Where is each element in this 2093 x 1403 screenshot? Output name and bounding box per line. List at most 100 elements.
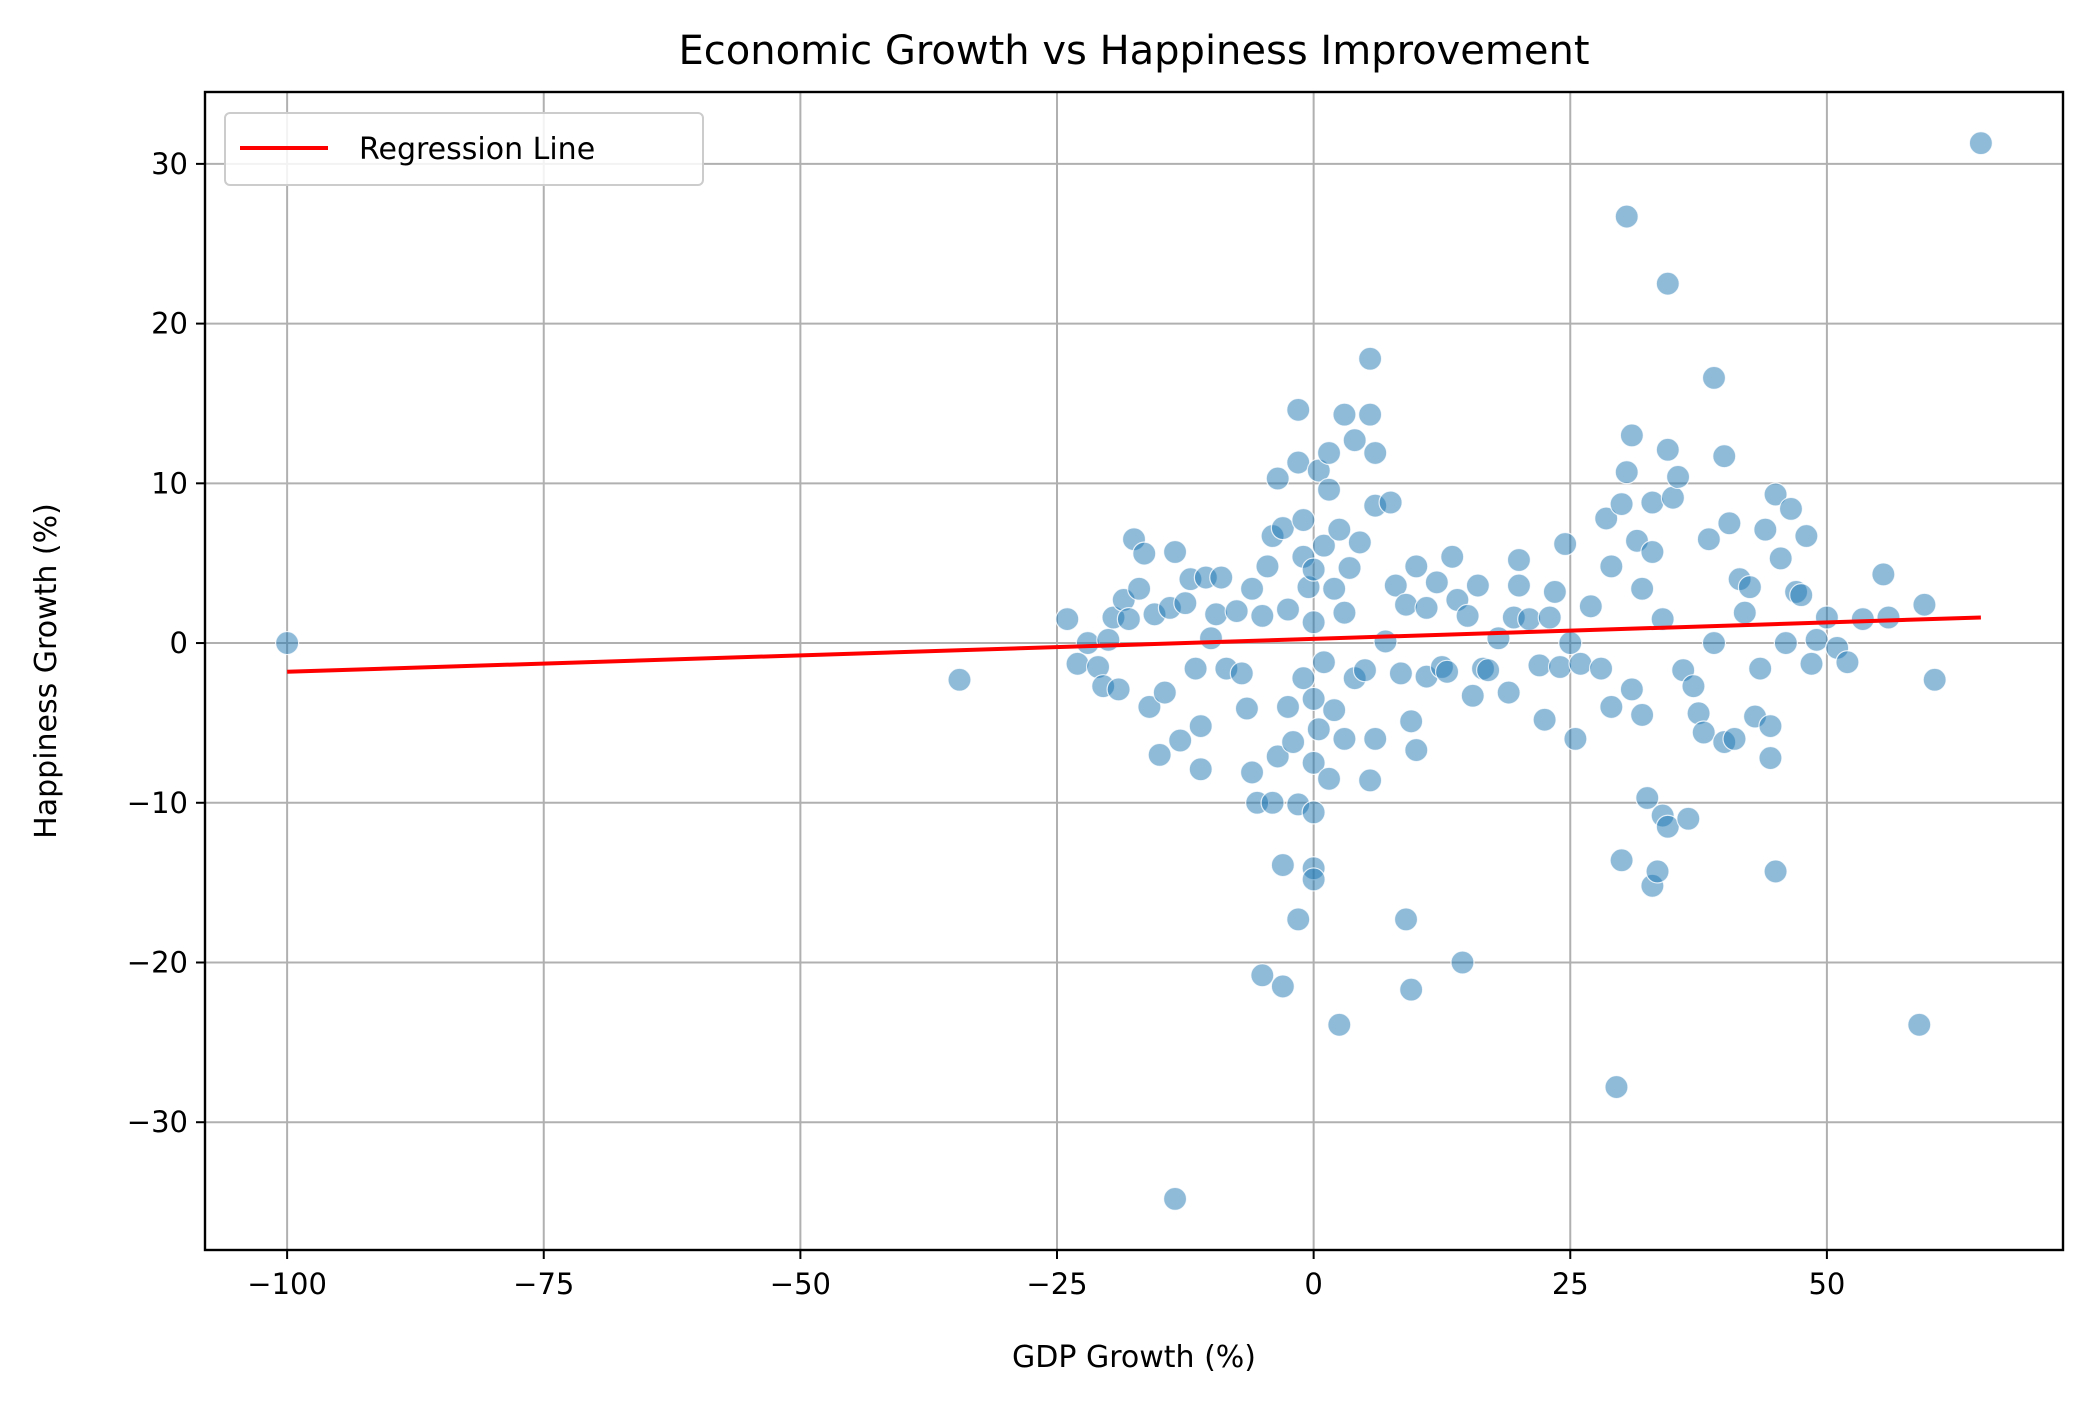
y-tick-label: 30 (151, 147, 188, 181)
data-point (1722, 726, 1747, 751)
data-point (1424, 570, 1449, 595)
data-point (1168, 728, 1193, 753)
data-point (1434, 659, 1460, 684)
data-point (1794, 523, 1819, 549)
data-point (1630, 702, 1655, 728)
data-point (1301, 750, 1326, 775)
data-point (1306, 717, 1331, 742)
x-tick-label: −25 (1026, 1267, 1087, 1301)
data-point (1506, 573, 1532, 598)
data-point (1075, 630, 1100, 656)
data-point (1255, 554, 1280, 579)
y-tick-label: 0 (170, 626, 188, 660)
data-point (1578, 594, 1603, 619)
data-point (1614, 204, 1639, 229)
data-point (1476, 658, 1501, 683)
regression-line (287, 615, 1981, 674)
data-point (1250, 603, 1275, 628)
data-point (1547, 654, 1573, 680)
data-point (1270, 974, 1295, 999)
data-point (1804, 627, 1829, 652)
x-tick-label: −100 (247, 1267, 327, 1301)
y-tick-label: 20 (151, 307, 188, 341)
data-point (1922, 667, 1947, 692)
data-point (1352, 658, 1378, 683)
data-point (1316, 766, 1342, 791)
data-point (1835, 650, 1860, 675)
data-point (1096, 627, 1121, 652)
data-point (1393, 592, 1419, 617)
x-axis-label: GDP Growth (%) (1012, 1340, 1256, 1375)
data-point (1198, 626, 1224, 651)
y-tick-label: −30 (127, 1105, 188, 1139)
data-point (1609, 491, 1634, 517)
data-point (1152, 680, 1177, 705)
data-point (1357, 768, 1383, 793)
data-point (1712, 444, 1737, 469)
x-tick-label: 0 (1304, 1267, 1322, 1301)
data-point (1301, 867, 1326, 892)
data-point (1517, 606, 1542, 632)
data-point (1332, 600, 1357, 625)
y-tick-label: −20 (127, 945, 188, 979)
chart-title: Economic Growth vs Happiness Improvement (679, 28, 1590, 74)
data-point (1286, 397, 1311, 422)
data-point (1496, 680, 1521, 705)
data-point (1332, 726, 1357, 751)
data-point (1286, 907, 1311, 932)
y-tick-label: −10 (127, 786, 188, 820)
data-point (1116, 606, 1141, 632)
data-point (1701, 365, 1727, 391)
x-tick-label: 25 (1552, 1267, 1589, 1301)
data-point (1291, 666, 1316, 691)
data-point (1378, 490, 1403, 515)
data-point (1188, 714, 1213, 739)
data-point (1660, 485, 1686, 510)
data-point (1748, 656, 1773, 681)
data-point (1440, 544, 1465, 569)
data-point (1234, 696, 1260, 721)
data-point (1763, 482, 1788, 507)
data-point (1322, 576, 1347, 601)
data-point (1250, 963, 1275, 988)
data-point (1316, 477, 1342, 502)
data-point (1265, 744, 1290, 769)
data-point (1337, 555, 1362, 581)
data-point (1753, 517, 1778, 542)
data-point (1640, 490, 1665, 515)
data-point (1737, 575, 1763, 600)
data-point (1717, 511, 1742, 536)
data-point (1301, 557, 1326, 582)
data-point (1588, 656, 1614, 681)
legend-label-regression: Regression Line (359, 132, 595, 167)
data-point (1676, 806, 1701, 831)
data-point (1173, 591, 1198, 616)
data-point (1553, 531, 1578, 557)
data-point (1404, 737, 1429, 763)
data-point (1162, 539, 1188, 565)
data-point (1188, 757, 1213, 782)
data-point (1383, 573, 1408, 598)
data-point (1270, 852, 1295, 878)
data-point (1907, 1012, 1932, 1037)
data-point (1373, 629, 1398, 654)
data-point (1363, 726, 1388, 751)
data-point (1399, 709, 1424, 734)
data-point (1594, 506, 1619, 531)
data-point (1460, 683, 1485, 708)
data-point (1229, 661, 1254, 686)
data-point (1291, 507, 1316, 533)
data-point (1065, 651, 1090, 676)
data-point (1106, 677, 1131, 702)
data-point (1701, 630, 1727, 656)
data-point (1322, 698, 1347, 723)
data-point (1619, 423, 1644, 448)
data-point (1650, 606, 1675, 632)
data-point (275, 630, 300, 656)
data-point (1655, 814, 1680, 839)
data-point (1655, 271, 1680, 296)
data-point (1778, 496, 1804, 521)
